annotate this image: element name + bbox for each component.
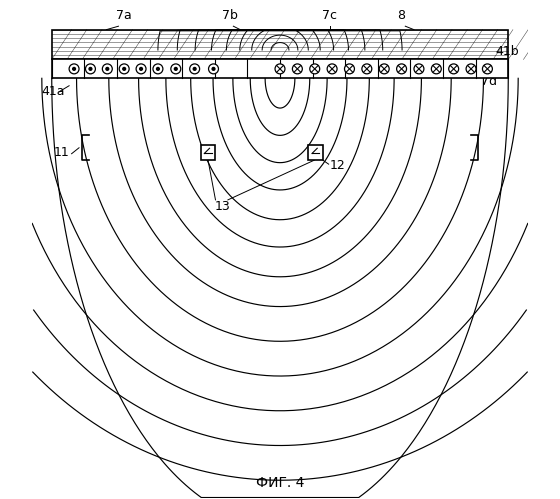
Text: 8: 8 [398, 9, 405, 22]
Circle shape [327, 64, 337, 74]
Text: 12: 12 [330, 159, 346, 172]
Circle shape [153, 64, 163, 74]
Circle shape [89, 67, 92, 70]
Circle shape [310, 64, 320, 74]
Circle shape [190, 64, 199, 74]
Circle shape [123, 67, 125, 70]
Circle shape [466, 64, 476, 74]
Circle shape [193, 67, 196, 70]
Circle shape [157, 67, 159, 70]
Text: ФИГ. 4: ФИГ. 4 [256, 476, 304, 490]
Text: 13: 13 [215, 200, 231, 213]
Circle shape [212, 67, 215, 70]
Text: 7a: 7a [116, 9, 132, 22]
Circle shape [362, 64, 372, 74]
Circle shape [414, 64, 424, 74]
Circle shape [119, 64, 129, 74]
Bar [52, 29, 508, 59]
Circle shape [73, 67, 76, 70]
Circle shape [174, 67, 177, 70]
Circle shape [275, 64, 285, 74]
Circle shape [483, 64, 492, 74]
Bar [52, 59, 508, 78]
Text: 7d: 7d [481, 75, 497, 88]
Circle shape [171, 64, 181, 74]
Bar [200, 145, 216, 160]
Circle shape [292, 64, 302, 74]
Circle shape [396, 64, 407, 74]
Circle shape [136, 64, 146, 74]
Text: 11: 11 [53, 146, 69, 159]
Circle shape [86, 64, 95, 74]
Circle shape [379, 64, 389, 74]
Circle shape [431, 64, 441, 74]
Text: 41a: 41a [42, 85, 66, 98]
Circle shape [69, 64, 79, 74]
Circle shape [344, 64, 354, 74]
Text: 7c: 7c [322, 9, 337, 22]
Text: 41b: 41b [496, 44, 520, 57]
Circle shape [449, 64, 459, 74]
Circle shape [102, 64, 112, 74]
Circle shape [139, 67, 142, 70]
Circle shape [208, 64, 218, 74]
Bar [309, 145, 323, 160]
Circle shape [106, 67, 109, 70]
Text: 7b: 7b [222, 9, 239, 22]
